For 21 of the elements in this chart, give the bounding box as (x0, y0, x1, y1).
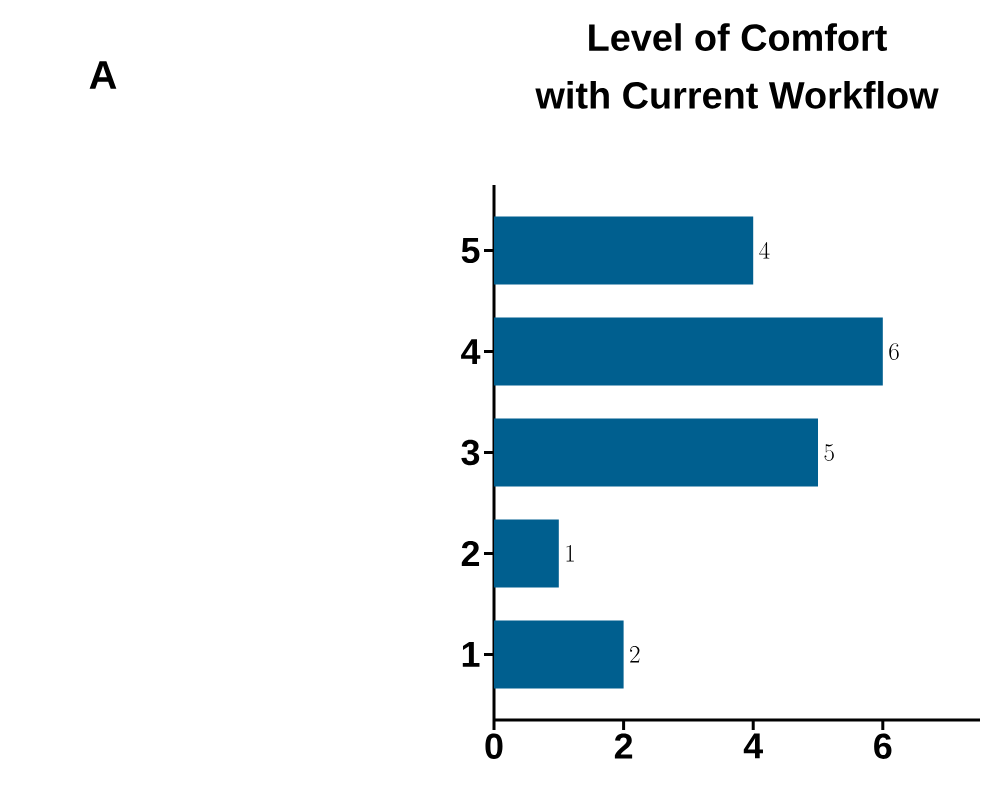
y-tick-label: 2 (461, 540, 480, 566)
y-tick-label: 3 (461, 439, 480, 466)
data-label: 4 (759, 242, 770, 259)
y-tick-label: 1 (462, 642, 480, 667)
chart-title: Level of Comfort with Current Workflow (535, 23, 939, 109)
bar (494, 418, 818, 487)
data-label: 5 (824, 444, 834, 461)
x-tick-label: 4 (743, 733, 763, 759)
bar (494, 519, 559, 588)
bar (494, 317, 883, 386)
x-tick-label: 0 (485, 733, 503, 759)
data-label: 1 (566, 545, 574, 562)
data-label: 6 (889, 343, 899, 360)
data-label: 2 (630, 646, 640, 663)
bar (494, 216, 754, 285)
text: A (89, 61, 117, 89)
y-tick-label: 4 (461, 339, 481, 364)
bar (494, 620, 624, 689)
y-tick-label: 5 (461, 238, 480, 264)
x-tick-label: 6 (874, 733, 892, 759)
x-tick-label: 2 (614, 733, 633, 759)
